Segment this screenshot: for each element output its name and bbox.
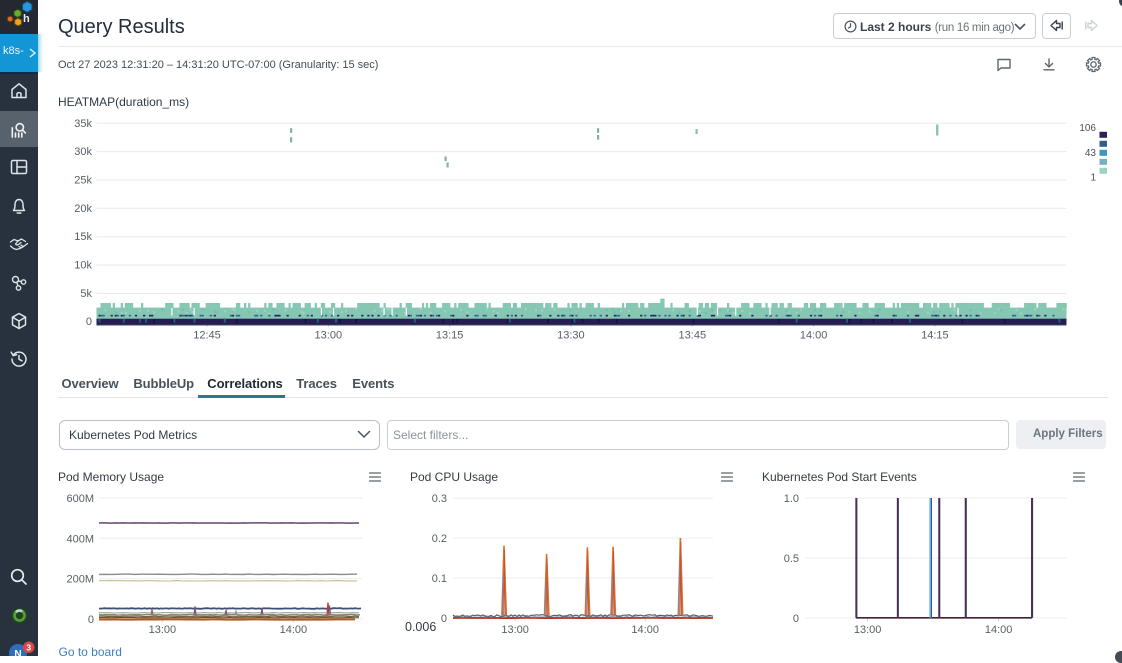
svg-text:0: 0 — [441, 613, 447, 625]
svg-text:13:45: 13:45 — [679, 330, 707, 342]
svg-text:0: 0 — [793, 613, 799, 625]
svg-text:10k: 10k — [74, 260, 92, 272]
svg-text:h: h — [23, 13, 30, 25]
svg-text:13:00: 13:00 — [854, 624, 882, 636]
svg-text:0: 0 — [86, 316, 92, 328]
svg-text:30k: 30k — [74, 146, 92, 158]
svg-text:0.2: 0.2 — [432, 533, 447, 545]
svg-text:3: 3 — [26, 643, 31, 653]
svg-text:5k: 5k — [80, 288, 92, 300]
svg-text:43: 43 — [1085, 148, 1097, 159]
svg-text:15k: 15k — [74, 231, 92, 243]
svg-text:13:00: 13:00 — [315, 330, 343, 342]
svg-text:14:15: 14:15 — [921, 330, 949, 342]
svg-text:106: 106 — [1079, 123, 1096, 134]
svg-text:14:00: 14:00 — [800, 330, 828, 342]
svg-text:25k: 25k — [74, 175, 92, 187]
svg-text:12:45: 12:45 — [193, 330, 221, 342]
svg-text:20k: 20k — [74, 203, 92, 215]
svg-text:1: 1 — [1090, 173, 1096, 184]
svg-text:13:30: 13:30 — [557, 330, 585, 342]
svg-text:0: 0 — [88, 614, 94, 626]
svg-text:35k: 35k — [74, 118, 92, 130]
svg-text:0.1: 0.1 — [432, 573, 447, 585]
svg-text:0.3: 0.3 — [432, 493, 447, 505]
svg-text:600M: 600M — [66, 493, 94, 505]
svg-text:13:00: 13:00 — [501, 624, 529, 636]
svg-text:13:00: 13:00 — [149, 624, 177, 636]
svg-text:N: N — [14, 649, 21, 656]
svg-text:14:00: 14:00 — [985, 624, 1013, 636]
svg-text:0.5: 0.5 — [784, 553, 799, 565]
svg-text:14:00: 14:00 — [631, 624, 659, 636]
svg-text:14:00: 14:00 — [280, 624, 308, 636]
svg-text:1.0: 1.0 — [784, 493, 799, 505]
svg-text:200M: 200M — [66, 574, 94, 586]
svg-text:13:15: 13:15 — [436, 330, 464, 342]
svg-text:400M: 400M — [66, 533, 94, 545]
